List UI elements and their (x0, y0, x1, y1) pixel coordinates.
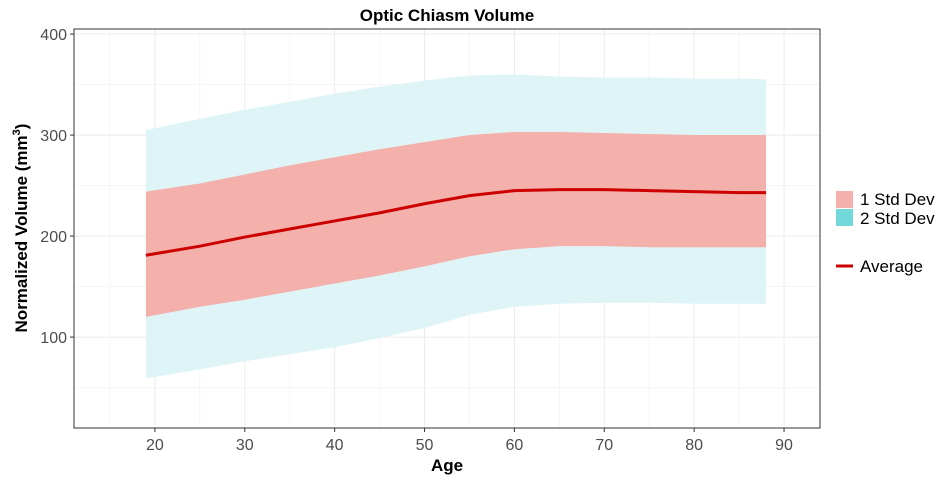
legend-label-average: Average (860, 257, 923, 276)
average-line (145, 188, 767, 257)
y-axis-label-sup: 3 (11, 129, 23, 135)
y-axis-ticks: 100 200 300 400 (40, 27, 74, 347)
x-axis-label: Age (431, 456, 463, 475)
y-axis-label: Normalized Volume (mm3) (11, 124, 31, 333)
y-axis-label-unit: (mm (12, 135, 31, 171)
y-tick-label: 300 (40, 128, 67, 145)
y-tick-label: 100 (40, 330, 67, 347)
x-tick-label: 70 (595, 437, 613, 454)
x-tick-label: 90 (775, 437, 793, 454)
y-tick-label: 400 (40, 27, 67, 44)
y-axis-label-close: ) (12, 124, 31, 130)
legend-label-2-std-dev: 2 Std Dev (860, 209, 935, 228)
x-axis-ticks: 20 30 40 50 60 70 80 90 (146, 428, 793, 454)
legend-key-2-std-dev (836, 209, 853, 226)
x-tick-label: 50 (416, 437, 434, 454)
y-tick-label: 200 (40, 229, 67, 246)
chart-title: Optic Chiasm Volume (360, 6, 534, 25)
bands (145, 74, 767, 379)
band-1-std-dev (145, 132, 767, 317)
x-tick-label: 20 (146, 437, 164, 454)
panel-border (73, 28, 821, 429)
x-tick-label: 40 (326, 437, 344, 454)
legend-key-1-std-dev (836, 191, 853, 208)
legend-label-1-std-dev: 1 Std Dev (860, 190, 935, 209)
x-tick-label: 30 (236, 437, 254, 454)
legend: 1 Std Dev 2 Std Dev Average (836, 190, 935, 276)
x-tick-label: 60 (506, 437, 524, 454)
y-axis-label-main: Normalized Volume (12, 176, 31, 333)
x-tick-label: 80 (685, 437, 703, 454)
